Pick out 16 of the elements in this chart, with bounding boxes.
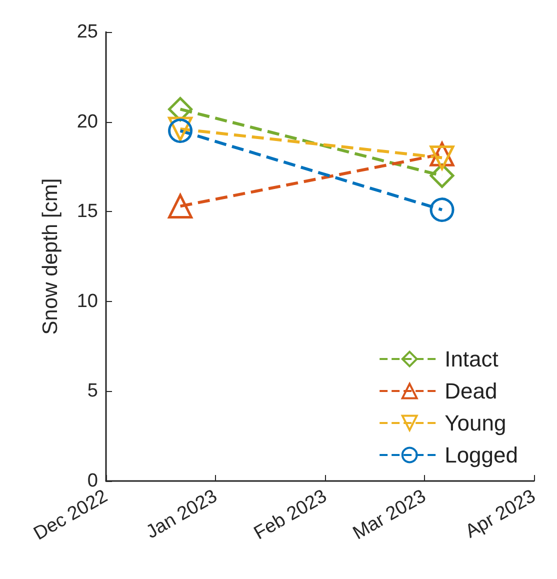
legend-label: Young <box>444 410 506 436</box>
y-tick-label: 10 <box>76 290 98 312</box>
x-tick-label: Apr 2023 <box>462 486 540 543</box>
x-tick-label: Jan 2023 <box>142 486 221 544</box>
legend-label: Logged <box>444 442 518 468</box>
y-tick-label: 25 <box>76 22 98 42</box>
x-tick-label: Mar 2023 <box>350 486 430 544</box>
point <box>430 198 454 222</box>
y-axis-title: Snow depth [cm] <box>39 178 62 335</box>
y-tick-label: 5 <box>87 380 98 402</box>
x-tick-label: Feb 2023 <box>250 486 331 544</box>
legend-label: Intact <box>444 346 498 372</box>
point <box>168 194 193 218</box>
legend-label: Dead <box>444 378 498 404</box>
y-tick-label: 15 <box>76 201 98 222</box>
y-tick-label: 20 <box>76 111 98 132</box>
